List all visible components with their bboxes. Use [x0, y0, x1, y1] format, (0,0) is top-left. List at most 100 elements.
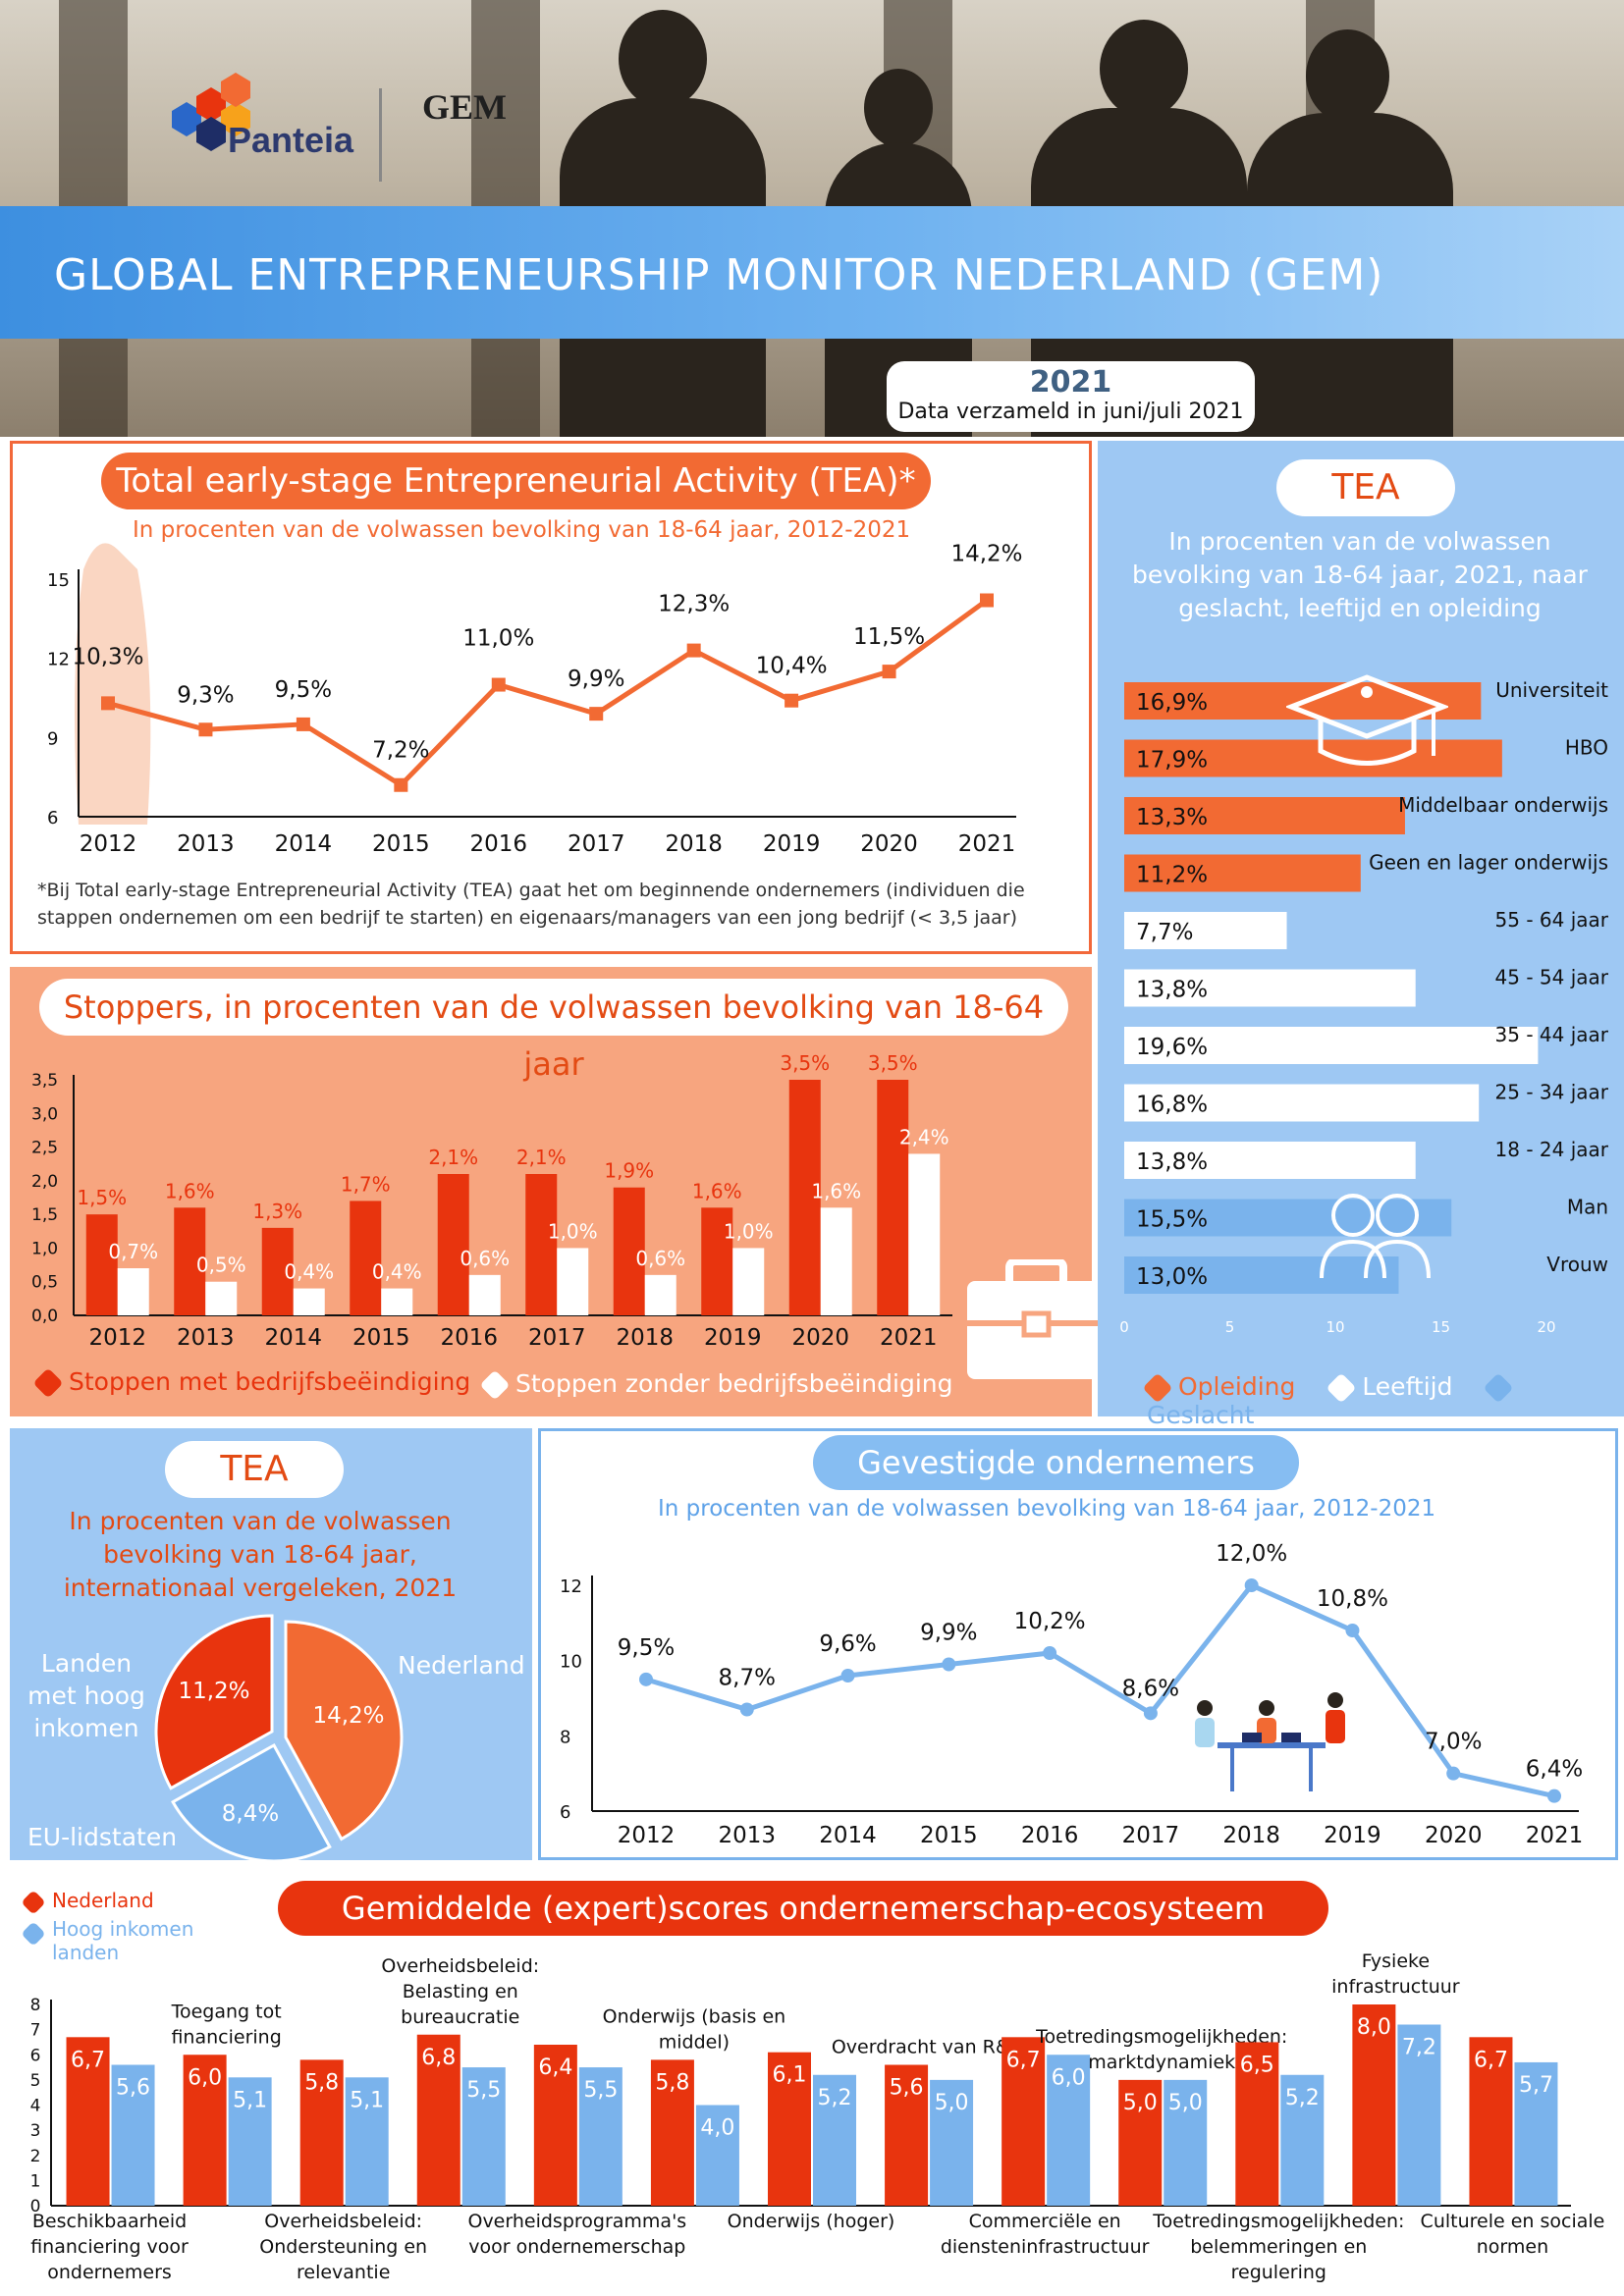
x-tick-label: 2013 [177, 1325, 235, 1351]
data-label: 5,0 [935, 2091, 969, 2115]
category-label: financiering voor [30, 2236, 189, 2258]
group-bar [1124, 854, 1361, 892]
data-label: 14,2% [312, 1703, 384, 1729]
data-label: 8,4% [222, 1801, 279, 1827]
category-label: regulering [1231, 2262, 1326, 2283]
tea-groups-title: TEA [1276, 459, 1455, 516]
bar-high-income [930, 2079, 974, 2206]
data-label: 2,4% [899, 1125, 949, 1148]
tea-groups-chart: 16,9% Universiteit 17,9% HBO 13,3% Middelbaar… [1119, 678, 1609, 1336]
group-bar [1124, 969, 1416, 1007]
data-label: 2,1% [428, 1146, 478, 1169]
data-point [840, 1669, 855, 1682]
y-tick-label: 8 [560, 1727, 570, 1747]
bar-high-income [228, 2077, 272, 2206]
y-tick-label: 1 [30, 2171, 41, 2191]
data-label: 11,5% [853, 624, 925, 650]
y-tick-label: 9 [47, 728, 58, 749]
data-label: 13,8% [1136, 1149, 1208, 1175]
y-tick-label: 1,0 [31, 1239, 58, 1258]
data-label: 19,6% [1136, 1035, 1208, 1060]
category-label: Universiteit [1495, 678, 1608, 702]
tea-groups-subtitle: In procenten van de volwassen bevolking … [1132, 527, 1588, 622]
ecosystem-title: Gemiddelde (expert)scores ondernemerscha… [278, 1881, 1328, 1936]
data-label: 5,6 [890, 2076, 924, 2101]
y-tick-label: 6 [560, 1802, 570, 1823]
data-label: 5,0 [1123, 2091, 1158, 2115]
category-label: inkomen [33, 1714, 138, 1742]
ecosystem-chart: 0 1 2 3 4 5 6 7 8 6,7 5,6 Beschikbaarheid financieri… [30, 1950, 1605, 2283]
data-label: 1,9% [604, 1159, 654, 1183]
y-tick-label: 5 [30, 2071, 41, 2091]
data-point [394, 777, 408, 792]
data-label: 1,0% [724, 1219, 774, 1243]
bar-stop-with-closure [877, 1080, 909, 1315]
category-label: Onderwijs (hoger) [728, 2211, 895, 2232]
y-tick-label: 8 [30, 1996, 41, 2015]
data-label: 6,5 [1240, 2053, 1274, 2077]
data-point [1043, 1646, 1057, 1660]
x-tick-label: 0 [1119, 1318, 1129, 1336]
bar-stop-without-closure [205, 1281, 238, 1315]
bar-high-income [1047, 2055, 1091, 2206]
category-label: Fysieke [1362, 1950, 1430, 1972]
bar-stop-with-closure [613, 1187, 645, 1315]
data-label: 1,0% [548, 1219, 598, 1243]
data-label: 0,7% [108, 1240, 158, 1263]
category-label: 25 - 34 jaar [1495, 1081, 1609, 1104]
meeting-illustration-icon [1183, 1688, 1360, 1800]
tea-trend-chart: 6 9 12 15 10,3% 2012 9,3% 2013 9,5% 2014 7,2% 2015 1… [47, 542, 1023, 857]
bar-stop-with-closure [701, 1207, 733, 1315]
category-label: met hoog [27, 1682, 145, 1710]
category-label: 35 - 44 jaar [1495, 1023, 1609, 1046]
data-label: 2,1% [516, 1146, 567, 1169]
legend-label: Nederland [52, 1889, 154, 1912]
data-point [785, 693, 799, 708]
data-point [491, 677, 506, 692]
year-badge: 2021 Data verzameld in juni/juli 2021 [887, 361, 1255, 432]
silhouette-head [619, 10, 707, 108]
legend-swatch-icon [32, 1367, 64, 1399]
bar-stop-without-closure [381, 1288, 413, 1315]
bar-nederland [1235, 2042, 1279, 2206]
title-banner [0, 206, 1624, 339]
x-tick-label: 2017 [1122, 1823, 1180, 1848]
category-label: Onderwijs (basis en [603, 2005, 786, 2027]
gem-logo: GEM [422, 87, 507, 127]
x-tick-label: 2017 [528, 1325, 586, 1351]
y-tick-label: 10 [560, 1652, 582, 1673]
bar-nederland [650, 2059, 694, 2206]
y-tick-label: 6 [30, 2046, 41, 2065]
data-label: 9,5% [618, 1635, 675, 1661]
category-label: Middelbaar onderwijs [1398, 793, 1608, 817]
tea-footnote: *Bij Total early-stage Entrepreneurial A… [37, 880, 1025, 929]
group-bar [1124, 1027, 1539, 1064]
data-label: 5,2 [818, 2086, 852, 2110]
x-tick-label: 2015 [920, 1823, 978, 1848]
category-label: Overheidsbeleid: [264, 2211, 422, 2232]
category-label: ondernemers [47, 2262, 172, 2283]
established-panel [538, 1428, 1618, 1860]
bar-stop-without-closure [820, 1207, 852, 1315]
y-tick-label: 3,0 [31, 1104, 58, 1124]
x-tick-label: 2016 [440, 1325, 498, 1351]
x-tick-label: 2020 [860, 831, 918, 857]
bar-nederland [533, 2045, 577, 2206]
category-label: Geen en lager onderwijs [1369, 851, 1608, 875]
bar-high-income [578, 2067, 623, 2206]
x-tick-label: 2014 [275, 831, 333, 857]
x-tick-label: 2016 [470, 831, 528, 857]
x-tick-label: 2012 [80, 831, 137, 857]
y-tick-label: 3,5 [31, 1071, 58, 1091]
x-tick-label: 2015 [372, 831, 430, 857]
category-label: Vrouw [1546, 1253, 1608, 1276]
x-tick-label: 15 [1432, 1318, 1450, 1336]
group-bar [1124, 1084, 1480, 1122]
bar-nederland [1469, 2037, 1513, 2206]
y-tick-label: 6 [47, 808, 58, 828]
category-label: diensteninfrastructuur [941, 2236, 1150, 2258]
data-label: 16,9% [1136, 690, 1208, 716]
data-label: 6,0 [188, 2065, 222, 2090]
category-label: Overheidsbeleid: [381, 1955, 539, 1977]
x-tick-label: 2014 [819, 1823, 877, 1848]
